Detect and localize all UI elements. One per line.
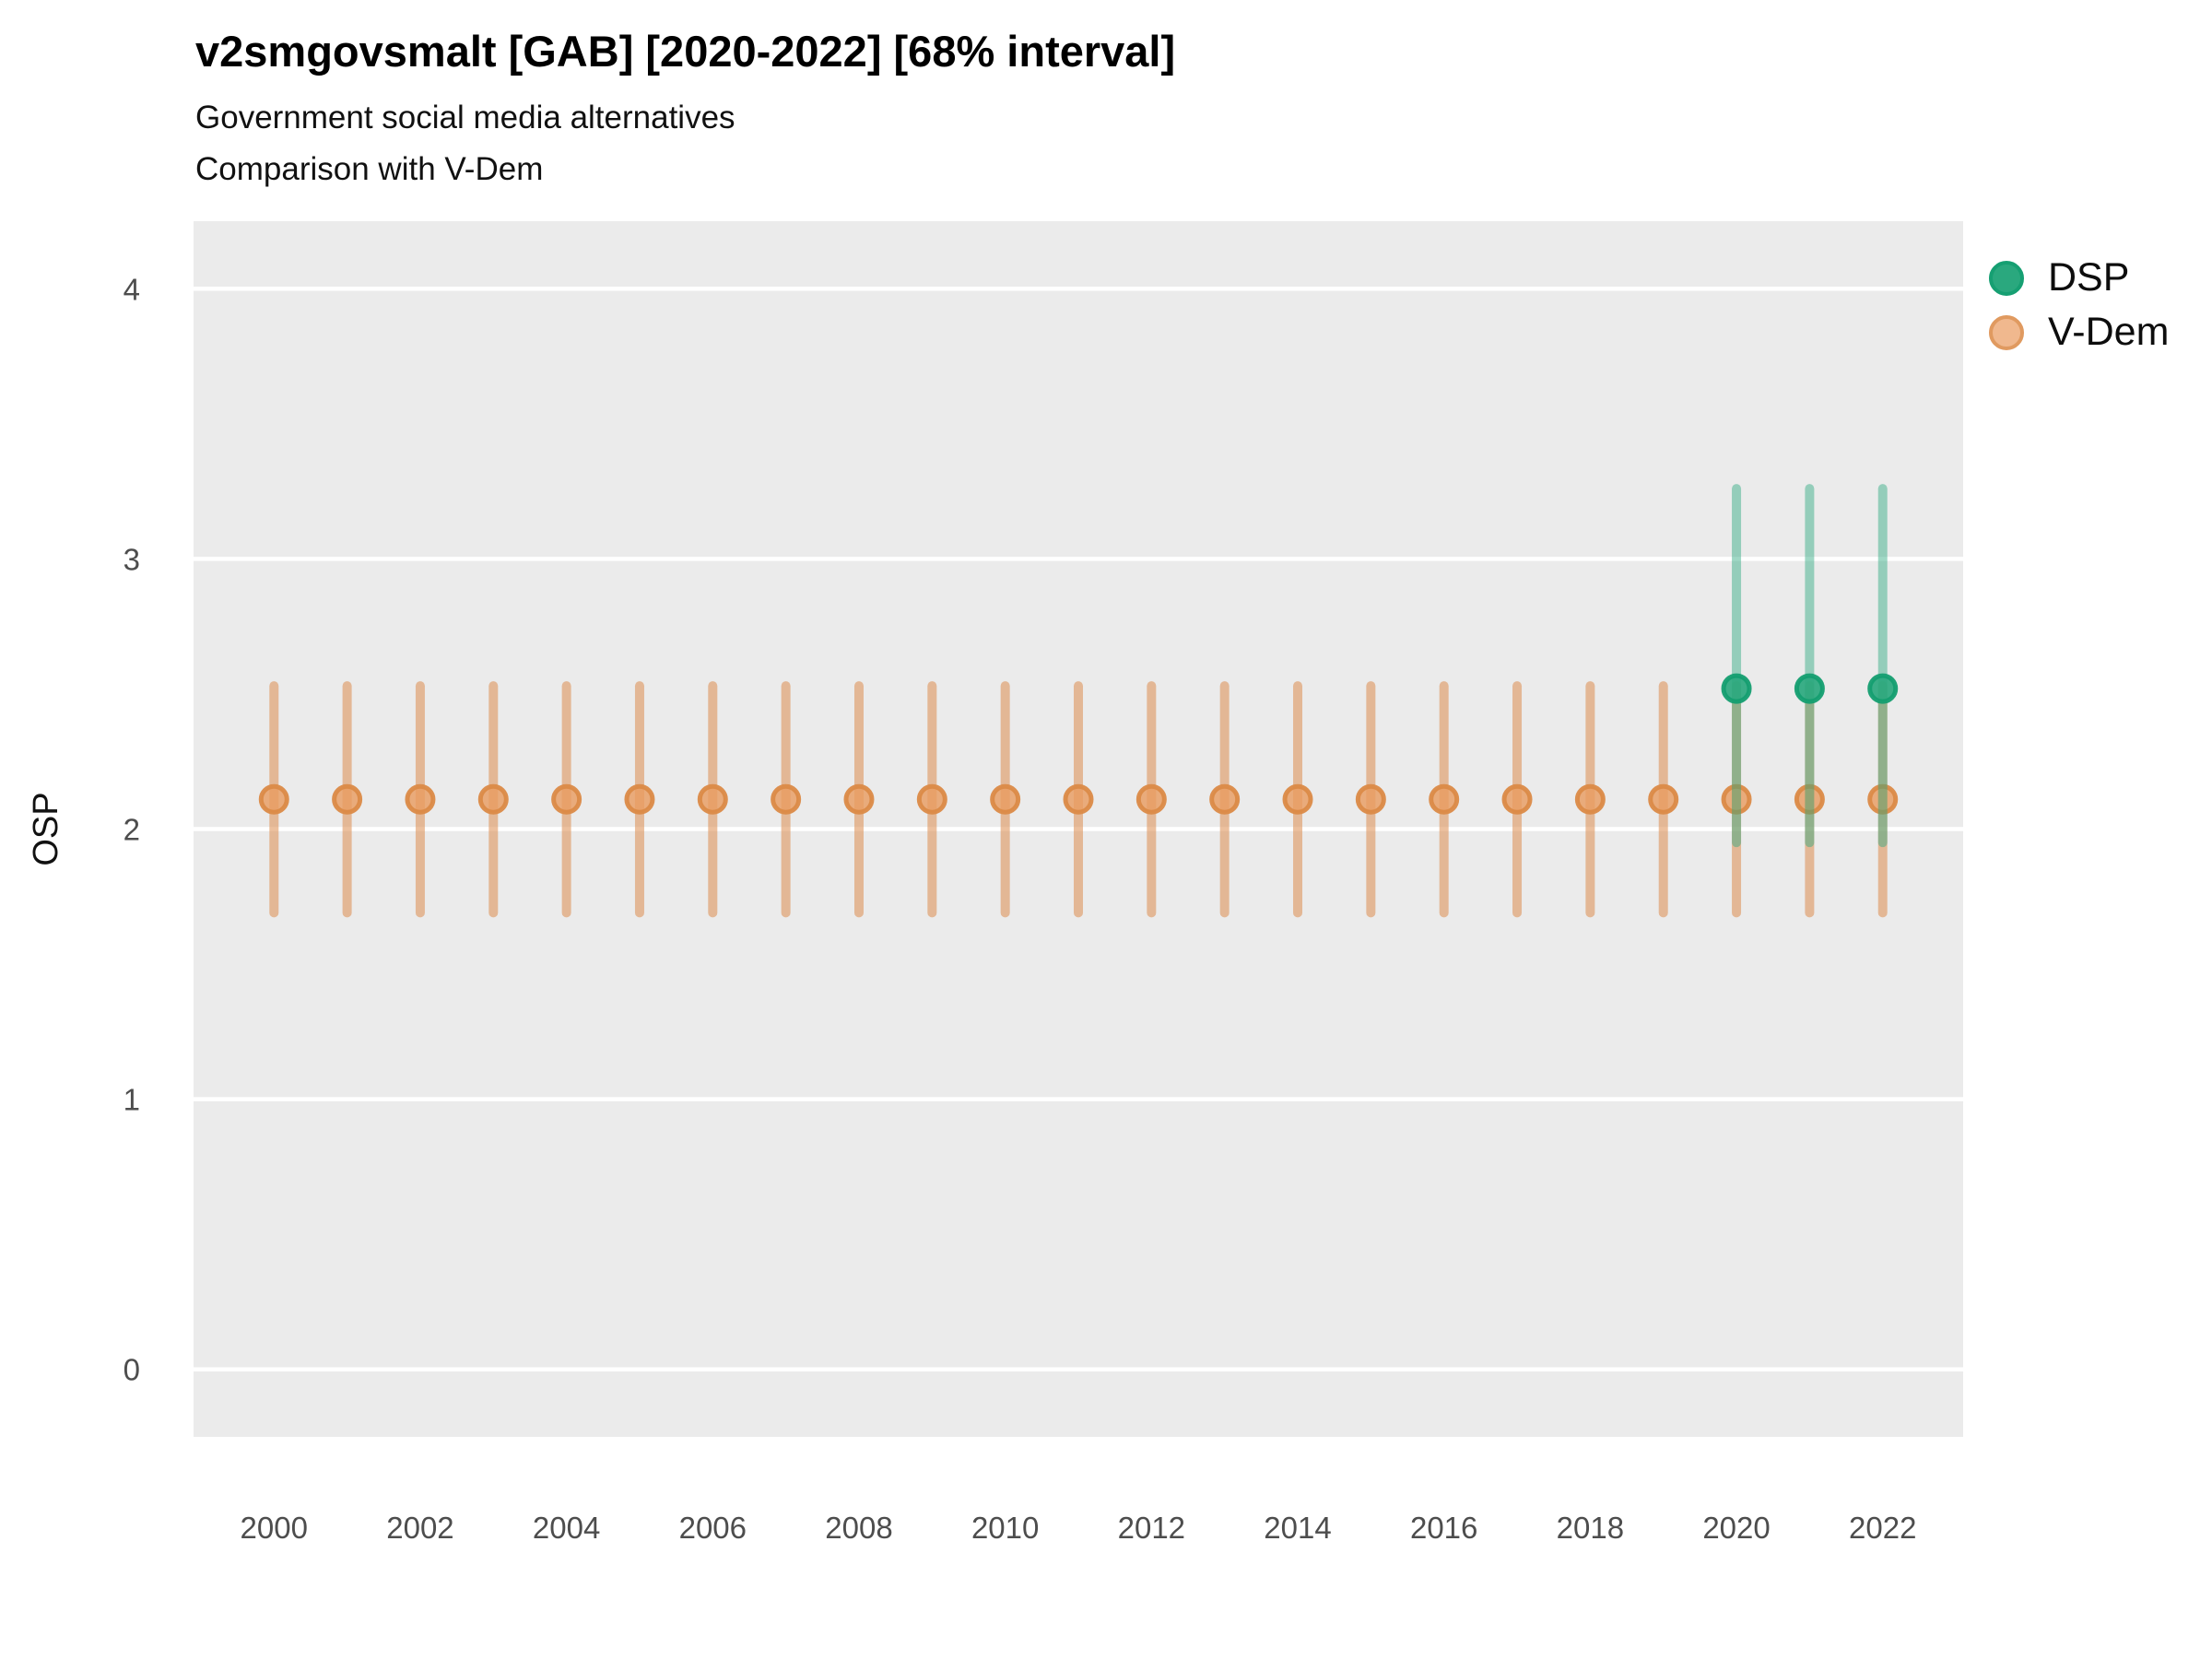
y-tick-label-0: 0: [124, 1353, 140, 1387]
vdem-point-2003: [477, 783, 509, 815]
vdem-point-2001: [332, 783, 363, 815]
chart-subtitle-line1: Government social media alternatives: [195, 100, 735, 135]
chart-subtitle-line2: Comparison with V-Dem: [195, 151, 544, 187]
vdem-point-2009: [916, 783, 947, 815]
vdem-point-2014: [1282, 783, 1313, 815]
x-tick-label-2022: 2022: [1849, 1511, 1916, 1545]
vdem-point-2008: [843, 783, 875, 815]
vdem-point-2010: [990, 783, 1021, 815]
vdem-point-2022: [1867, 783, 1899, 815]
x-tick-label-2016: 2016: [1410, 1511, 1477, 1545]
y-tick-label-2: 2: [124, 813, 140, 847]
legend-item-vdem: V-Dem: [1989, 305, 2169, 359]
vdem-point-2019: [1648, 783, 1679, 815]
vdem-point-2015: [1355, 783, 1386, 815]
vdem-point-2006: [697, 783, 728, 815]
x-tick-label-2020: 2020: [1702, 1511, 1770, 1545]
vdem-point-2013: [1209, 783, 1241, 815]
x-tick-label-2012: 2012: [1118, 1511, 1185, 1545]
vdem-point-2016: [1429, 783, 1460, 815]
legend: DSP V-Dem: [1989, 251, 2169, 359]
legend-item-dsp: DSP: [1989, 251, 2169, 305]
vdem-point-2005: [624, 783, 655, 815]
legend-label-dsp: DSP: [2048, 255, 2130, 300]
dsp-point-2021: [1794, 673, 1825, 704]
dsp-dot-icon: [1989, 260, 2024, 296]
vdem-dot-icon: [1989, 314, 2024, 350]
x-tick-label-2006: 2006: [679, 1511, 747, 1545]
dsp-point-2022: [1867, 673, 1899, 704]
vdem-point-2021: [1794, 783, 1825, 815]
x-tick-label-2002: 2002: [386, 1511, 453, 1545]
vdem-point-2011: [1063, 783, 1094, 815]
x-tick-label-2000: 2000: [241, 1511, 308, 1545]
vdem-point-2018: [1574, 783, 1606, 815]
x-tick-label-2014: 2014: [1264, 1511, 1331, 1545]
x-tick-label-2010: 2010: [971, 1511, 1039, 1545]
legend-label-vdem: V-Dem: [2048, 310, 2170, 354]
chart-title: v2smgovsmalt [GAB] [2020-2022] [68% inte…: [195, 27, 1176, 76]
y-tick-label-4: 4: [124, 272, 140, 306]
vdem-point-2020: [1721, 783, 1752, 815]
vdem-point-2004: [551, 783, 582, 815]
vdem-point-2002: [405, 783, 436, 815]
x-tick-label-2018: 2018: [1557, 1511, 1624, 1545]
x-tick-label-2008: 2008: [825, 1511, 892, 1545]
vdem-point-2012: [1135, 783, 1167, 815]
vdem-point-2007: [771, 783, 802, 815]
y-axis-title: OSP: [27, 792, 65, 865]
vdem-point-2017: [1501, 783, 1533, 815]
dsp-point-2020: [1721, 673, 1752, 704]
x-tick-label-2004: 2004: [533, 1511, 600, 1545]
y-tick-label-1: 1: [124, 1083, 140, 1117]
y-tick-label-3: 3: [124, 542, 140, 576]
vdem-point-2000: [258, 783, 289, 815]
